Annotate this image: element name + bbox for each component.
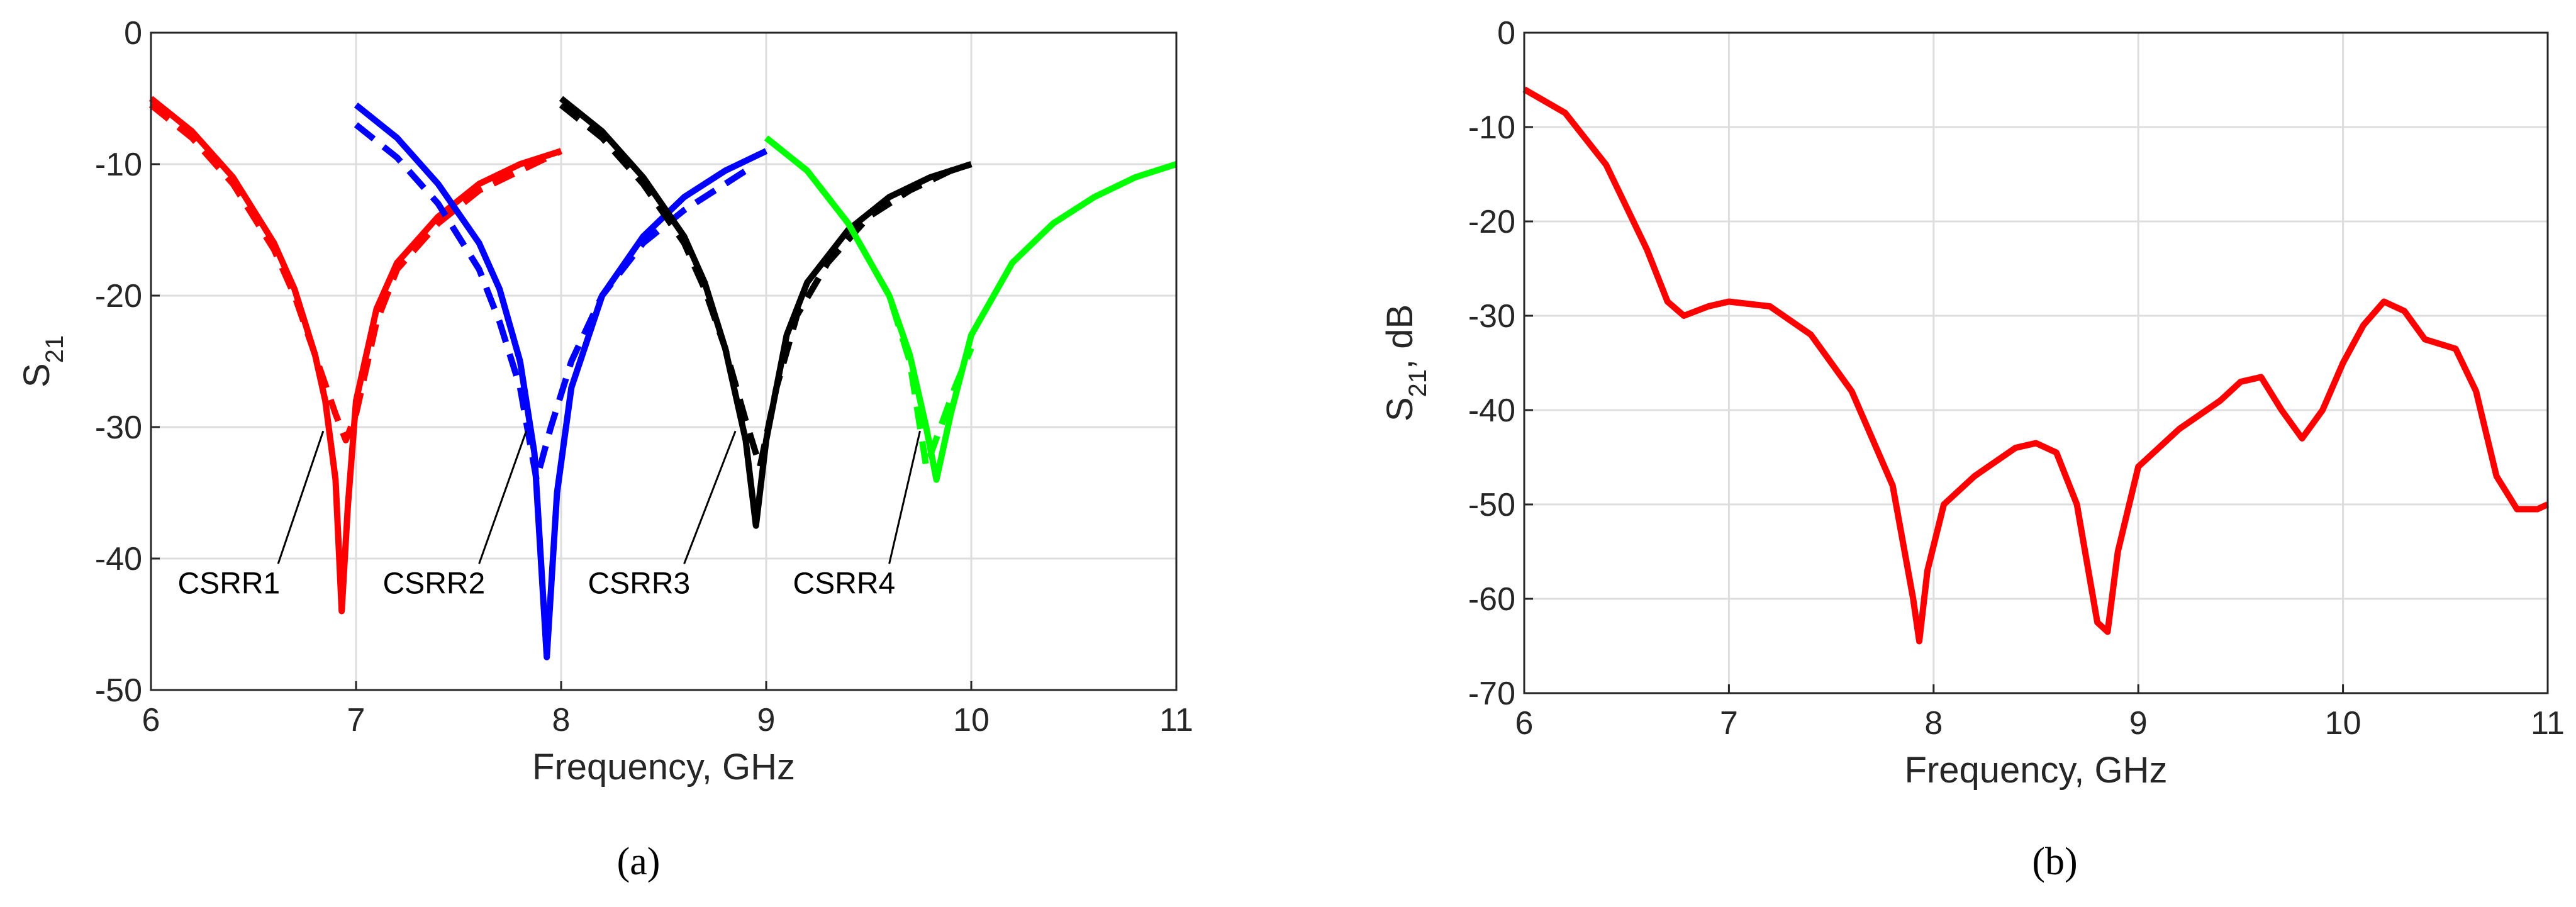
annotation-leader [683, 430, 737, 564]
x-tick-label: 10 [953, 702, 990, 738]
series-line [764, 135, 1178, 483]
y-axis-label: S21 [16, 335, 69, 387]
y-tick-label: -50 [95, 672, 142, 709]
x-tick-label: 9 [757, 702, 776, 738]
annotation: CSRR4 [793, 567, 896, 601]
x-tick-label: 8 [552, 702, 571, 738]
y-tick-label: -40 [1468, 392, 1515, 429]
x-axis-label: Frequency, GHz [532, 747, 795, 787]
plot-frame [1523, 31, 2549, 694]
x-tick-label: 9 [2129, 705, 2148, 742]
y-axis-label-part: S [1380, 397, 1420, 421]
y-axis-label-part: 21 [1404, 369, 1432, 398]
y-tick-label: -30 [95, 409, 142, 446]
annotation-leader [478, 430, 527, 564]
annotation: CSRR1 [178, 567, 281, 601]
x-tick-label: 6 [142, 702, 160, 738]
series-line [1522, 86, 2550, 645]
y-tick-label: -70 [1468, 676, 1515, 712]
annotation: CSRR2 [383, 567, 486, 601]
panel-label: (b) [2032, 840, 2077, 883]
y-tick-label: -10 [1468, 109, 1515, 146]
x-tick-label: 7 [1720, 705, 1738, 742]
series-line [148, 102, 563, 443]
plot-frame [150, 31, 1178, 691]
x-tick-label: 6 [1515, 705, 1534, 742]
y-axis-label: S21, dB [1380, 304, 1432, 421]
annotation-leader [277, 430, 325, 564]
series-line [354, 122, 748, 483]
y-axis-label-part: S [16, 363, 57, 387]
x-axis-label: Frequency, GHz [1905, 750, 2168, 791]
annotation: CSRR3 [588, 567, 691, 601]
annotation-leader [888, 430, 921, 564]
y-tick-label: -20 [95, 278, 142, 314]
y-axis-label-part: , dB [1380, 304, 1420, 369]
y-tick-label: -10 [95, 147, 142, 183]
y-axis-label-part: 21 [41, 335, 69, 364]
x-tick-label: 11 [1159, 702, 1193, 738]
y-tick-label: -30 [1468, 298, 1515, 335]
y-tick-label: -50 [1468, 487, 1515, 523]
y-tick-label: -40 [95, 541, 142, 577]
x-tick-label: 7 [347, 702, 365, 738]
y-tick-label: 0 [124, 15, 142, 52]
series-line [354, 102, 768, 660]
series-line [559, 96, 973, 529]
panel-label: (a) [617, 840, 661, 883]
x-tick-label: 11 [2531, 705, 2565, 742]
y-tick-label: 0 [1497, 15, 1515, 52]
y-tick-label: -20 [1468, 204, 1515, 240]
x-tick-label: 10 [2325, 705, 2361, 742]
x-tick-label: 8 [1924, 705, 1943, 742]
y-tick-label: -60 [1468, 581, 1515, 618]
series-line [764, 135, 974, 470]
